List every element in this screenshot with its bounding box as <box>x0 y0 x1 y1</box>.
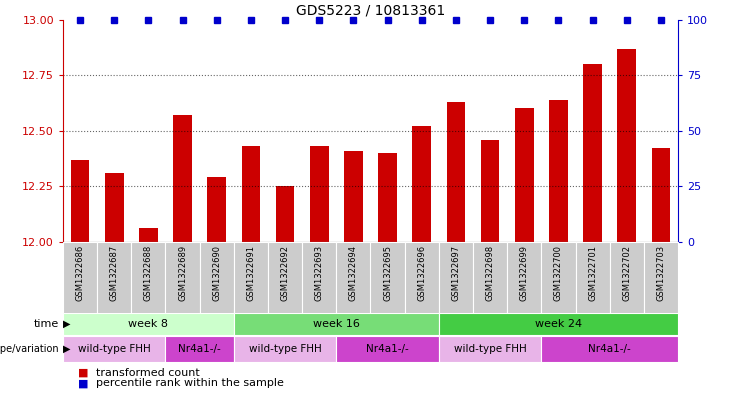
Text: ▶: ▶ <box>63 344 70 354</box>
Text: GSM1322702: GSM1322702 <box>622 244 631 301</box>
Bar <box>610 242 644 314</box>
Text: GSM1322690: GSM1322690 <box>212 244 222 301</box>
Bar <box>405 242 439 314</box>
Bar <box>507 242 542 314</box>
Text: ▶: ▶ <box>63 319 70 329</box>
Text: GSM1322691: GSM1322691 <box>247 244 256 301</box>
Bar <box>473 242 507 314</box>
Text: GSM1322698: GSM1322698 <box>485 244 494 301</box>
Bar <box>63 242 97 314</box>
Bar <box>515 108 534 393</box>
Text: GSM1322695: GSM1322695 <box>383 244 392 301</box>
Title: GDS5223 / 10813361: GDS5223 / 10813361 <box>296 3 445 17</box>
Bar <box>576 242 610 314</box>
Text: Nr4a1-/-: Nr4a1-/- <box>179 344 221 354</box>
Text: week 24: week 24 <box>535 319 582 329</box>
Text: week 8: week 8 <box>128 319 168 329</box>
Text: GSM1322686: GSM1322686 <box>76 244 84 301</box>
Text: week 16: week 16 <box>313 319 360 329</box>
Text: GSM1322693: GSM1322693 <box>315 244 324 301</box>
Text: GSM1322692: GSM1322692 <box>281 244 290 301</box>
Bar <box>617 48 637 393</box>
Bar <box>234 336 336 362</box>
Text: GSM1322689: GSM1322689 <box>178 244 187 301</box>
Bar <box>242 146 260 393</box>
Bar <box>234 313 439 335</box>
Bar <box>644 242 678 314</box>
Text: GSM1322694: GSM1322694 <box>349 244 358 301</box>
Text: wild-type FHH: wild-type FHH <box>249 344 322 354</box>
Text: GSM1322699: GSM1322699 <box>519 244 529 301</box>
Text: GSM1322687: GSM1322687 <box>110 244 119 301</box>
Text: ■: ■ <box>78 367 92 378</box>
Bar <box>207 177 226 393</box>
Text: Nr4a1-/-: Nr4a1-/- <box>588 344 631 354</box>
Bar <box>481 140 499 393</box>
Bar <box>583 64 602 393</box>
Text: transformed count: transformed count <box>96 367 200 378</box>
Bar <box>234 242 268 314</box>
Bar <box>97 242 131 314</box>
Text: ■: ■ <box>78 378 92 388</box>
Text: GSM1322701: GSM1322701 <box>588 244 597 301</box>
Bar <box>165 242 199 314</box>
Bar <box>378 153 397 393</box>
Text: wild-type FHH: wild-type FHH <box>78 344 150 354</box>
Text: percentile rank within the sample: percentile rank within the sample <box>96 378 285 388</box>
Bar <box>302 242 336 314</box>
Bar <box>104 173 124 393</box>
Text: GSM1322697: GSM1322697 <box>451 244 460 301</box>
Text: genotype/variation: genotype/variation <box>0 344 59 354</box>
Bar <box>447 102 465 393</box>
Bar <box>63 336 165 362</box>
Bar <box>549 99 568 393</box>
Bar <box>651 149 671 393</box>
Text: GSM1322703: GSM1322703 <box>657 244 665 301</box>
Bar <box>439 313 678 335</box>
Bar <box>165 336 234 362</box>
Bar <box>370 242 405 314</box>
Bar <box>439 242 473 314</box>
Bar <box>131 242 165 314</box>
Bar <box>542 336 678 362</box>
Bar <box>344 151 363 393</box>
Text: GSM1322700: GSM1322700 <box>554 244 563 301</box>
Bar <box>276 186 294 393</box>
Bar <box>70 160 90 393</box>
Bar <box>63 313 234 335</box>
Bar <box>412 126 431 393</box>
Bar <box>542 242 576 314</box>
Bar <box>336 242 370 314</box>
Text: GSM1322696: GSM1322696 <box>417 244 426 301</box>
Text: GSM1322688: GSM1322688 <box>144 244 153 301</box>
Bar <box>336 336 439 362</box>
Text: time: time <box>34 319 59 329</box>
Bar <box>139 228 158 393</box>
Text: wild-type FHH: wild-type FHH <box>453 344 526 354</box>
Bar <box>310 146 329 393</box>
Bar <box>268 242 302 314</box>
Bar <box>199 242 234 314</box>
Bar <box>173 115 192 393</box>
Bar <box>439 336 542 362</box>
Text: Nr4a1-/-: Nr4a1-/- <box>366 344 409 354</box>
